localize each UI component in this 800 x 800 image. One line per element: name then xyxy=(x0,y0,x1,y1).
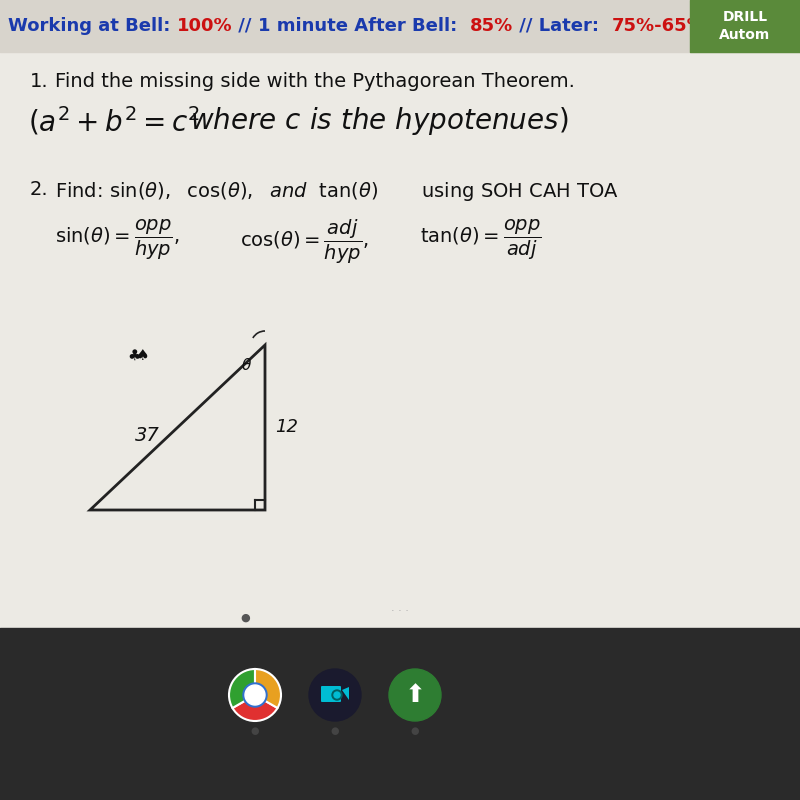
Text: Working at Bell:: Working at Bell: xyxy=(8,17,177,35)
FancyBboxPatch shape xyxy=(321,686,341,702)
Text: ●: ● xyxy=(240,613,250,623)
Circle shape xyxy=(309,669,361,721)
Text: ⬆: ⬆ xyxy=(405,683,426,707)
Circle shape xyxy=(245,685,265,705)
Text: ●: ● xyxy=(330,726,339,736)
Text: $\mathit{where\ c\ is\ the\ hypotenues}\left.\right)$: $\mathit{where\ c\ is\ the\ hypotenues}\… xyxy=(190,105,569,137)
Circle shape xyxy=(334,692,340,698)
Text: // Later:: // Later: xyxy=(513,17,611,35)
Text: 1.: 1. xyxy=(30,72,49,91)
Text: $\theta$: $\theta$ xyxy=(242,357,253,373)
Text: 100%: 100% xyxy=(177,17,232,35)
Text: DRILL
Autom: DRILL Autom xyxy=(719,10,770,42)
Text: $\clubsuit\!\!\spadesuit$: $\clubsuit\!\!\spadesuit$ xyxy=(127,348,149,363)
Text: ●: ● xyxy=(410,726,419,736)
Text: 75%-65%: 75%-65% xyxy=(611,17,706,35)
Text: //: // xyxy=(232,17,258,35)
Text: $\mathrm{sin}(\theta) = \dfrac{\mathit{opp}}{\mathit{hyp}},$: $\mathrm{sin}(\theta) = \dfrac{\mathit{o… xyxy=(55,218,179,262)
Circle shape xyxy=(389,669,441,721)
Polygon shape xyxy=(342,687,349,700)
Circle shape xyxy=(243,683,267,707)
Text: 1 minute After Bell:: 1 minute After Bell: xyxy=(258,17,470,35)
Text: . . .: . . . xyxy=(391,603,409,613)
Text: 85%: 85% xyxy=(470,17,513,35)
Text: 12: 12 xyxy=(275,418,298,437)
Wedge shape xyxy=(255,669,281,708)
Text: $\left(a^2 + b^2 = c^2\right.$: $\left(a^2 + b^2 = c^2\right.$ xyxy=(28,105,200,138)
Text: 37: 37 xyxy=(134,426,159,445)
Circle shape xyxy=(332,690,342,700)
Text: Find: $\mathrm{sin}(\theta),\ \ \mathrm{cos}(\theta),\ $$\ \mathit{and}\ \ \math: Find: $\mathrm{sin}(\theta),\ \ \mathrm{… xyxy=(55,180,619,203)
Wedge shape xyxy=(229,669,255,708)
Text: 2.: 2. xyxy=(30,180,49,199)
Text: Find the missing side with the Pythagorean Theorem.: Find the missing side with the Pythagore… xyxy=(55,72,575,91)
Text: $\mathrm{tan}(\theta) = \dfrac{\mathit{opp}}{\mathit{adj}}$: $\mathrm{tan}(\theta) = \dfrac{\mathit{o… xyxy=(420,218,542,262)
Text: ●: ● xyxy=(250,726,259,736)
Wedge shape xyxy=(233,695,278,721)
Text: $\mathrm{cos}(\theta) = \dfrac{\mathit{adj}}{\mathit{hyp}},$: $\mathrm{cos}(\theta) = \dfrac{\mathit{a… xyxy=(240,218,369,266)
